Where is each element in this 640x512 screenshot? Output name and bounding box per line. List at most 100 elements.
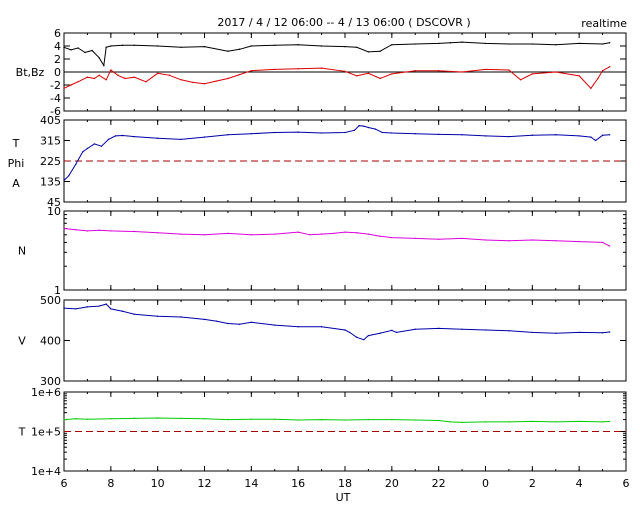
bt-data-point: [156, 45, 159, 47]
bz-data-point: [391, 73, 393, 75]
speed-data-point: [601, 332, 604, 334]
temperature-panel: 1e+6 1e+5 1e+4 T: [18, 386, 627, 478]
speed-data-point: [508, 330, 510, 332]
phi-data-point: [381, 131, 384, 134]
bt-data-point: [70, 49, 72, 51]
temperature-data-point: [531, 420, 534, 423]
density-data-point: [391, 236, 393, 239]
bt-data-point: [84, 51, 86, 54]
bt-data-point: [531, 43, 534, 45]
density-data-point: [297, 231, 299, 233]
bz-data-point: [437, 70, 440, 72]
temperature-data-point: [274, 418, 276, 420]
density-data-point: [555, 240, 557, 242]
speed-data-point: [75, 308, 77, 310]
bz-data-point: [86, 76, 89, 78]
bz-data-point: [590, 87, 592, 89]
speed-y-label: V: [18, 335, 26, 348]
phi-data-point: [594, 139, 597, 142]
bz-data-point: [531, 73, 534, 75]
bt-data-point: [320, 45, 323, 47]
density-data-point: [98, 229, 100, 231]
phi-data-point: [358, 124, 360, 127]
phi-data-point: [63, 179, 65, 182]
phi-data-point: [344, 131, 346, 134]
bz-data-point: [250, 70, 253, 72]
temperature-data-point: [601, 421, 604, 423]
bz-data-point: [98, 74, 100, 76]
phi-data-point: [353, 129, 356, 131]
bt-data-point: [555, 44, 557, 46]
density-data-point: [227, 232, 229, 235]
bz-data-point: [70, 84, 72, 86]
phi-data-point: [107, 138, 110, 141]
magnetic-y-tick-label: -6: [50, 105, 61, 118]
speed-data-point: [391, 329, 393, 332]
magnetic-y-tick-label: -2: [50, 79, 61, 92]
speed-data-point: [238, 323, 241, 325]
speed-data-point: [395, 331, 398, 334]
bz-data-point: [227, 77, 229, 80]
density-y-tick-label: 10: [47, 205, 61, 218]
bz-data-point: [578, 75, 580, 77]
bz-data-point: [238, 73, 241, 76]
bz-data-point: [344, 70, 346, 73]
speed-y-tick-label: 300: [40, 375, 61, 388]
bz-data-point: [124, 77, 126, 80]
temperature-y-label: T: [18, 426, 26, 439]
phi-y-label: A: [12, 177, 20, 190]
density-data-point: [86, 230, 89, 232]
bz-data-point: [180, 79, 182, 81]
phi-data-point: [93, 143, 96, 145]
density-data-point: [133, 230, 135, 233]
magnetic-y-tick-label: -4: [50, 92, 61, 105]
speed-data-point: [121, 310, 124, 313]
bz-data-point: [168, 74, 171, 76]
bz-data-point: [601, 70, 604, 72]
bt-data-point: [110, 45, 112, 47]
x-tick-label: 0: [482, 477, 489, 490]
temperature-data-point: [63, 418, 65, 421]
bt-data-point: [105, 46, 107, 48]
density-data-point: [274, 233, 276, 235]
magnetic-y-tick-label: 2: [54, 53, 61, 66]
speed-data-point: [414, 328, 416, 330]
bt-series-line: [63, 41, 610, 67]
temperature-data-point: [297, 419, 299, 421]
magnetic-y-label: Bt,Bz: [16, 66, 45, 79]
temperature-data-point: [344, 419, 346, 421]
density-data-point: [156, 232, 159, 234]
phi-data-point: [203, 136, 206, 138]
bt-data-point: [238, 48, 241, 50]
temperature-data-point: [414, 419, 416, 421]
temperature-y-tick-label: 1e+5: [31, 426, 61, 439]
speed-data-point: [133, 313, 135, 315]
bt-data-point: [344, 45, 346, 48]
phi-y-label: T: [12, 137, 20, 150]
bt-data-point: [414, 43, 416, 45]
density-data-point: [608, 245, 611, 247]
bt-data-point: [578, 42, 580, 45]
phi-data-point: [133, 135, 135, 138]
speed-data-point: [348, 331, 351, 334]
magnetic-y-tick-label: 4: [54, 40, 61, 53]
bt-data-point: [103, 64, 105, 67]
bz-data-point: [484, 68, 487, 71]
phi-data-point: [297, 131, 299, 133]
bt-data-point: [227, 50, 229, 52]
temperature-y-tick-label: 1e+4: [31, 465, 61, 478]
x-tick-label: 8: [107, 477, 114, 490]
temperature-data-point: [86, 418, 89, 420]
speed-data-point: [531, 331, 534, 334]
density-data-point: [309, 234, 311, 236]
bt-data-point: [133, 44, 135, 47]
bt-data-point: [461, 41, 463, 43]
temperature-data-point: [608, 420, 611, 423]
phi-data-point: [484, 135, 487, 137]
phi-data-point: [555, 134, 557, 136]
speed-data-point: [367, 334, 370, 337]
speed-y-tick-label: 400: [40, 335, 61, 348]
bz-data-point: [77, 81, 79, 83]
density-data-point: [250, 234, 253, 236]
